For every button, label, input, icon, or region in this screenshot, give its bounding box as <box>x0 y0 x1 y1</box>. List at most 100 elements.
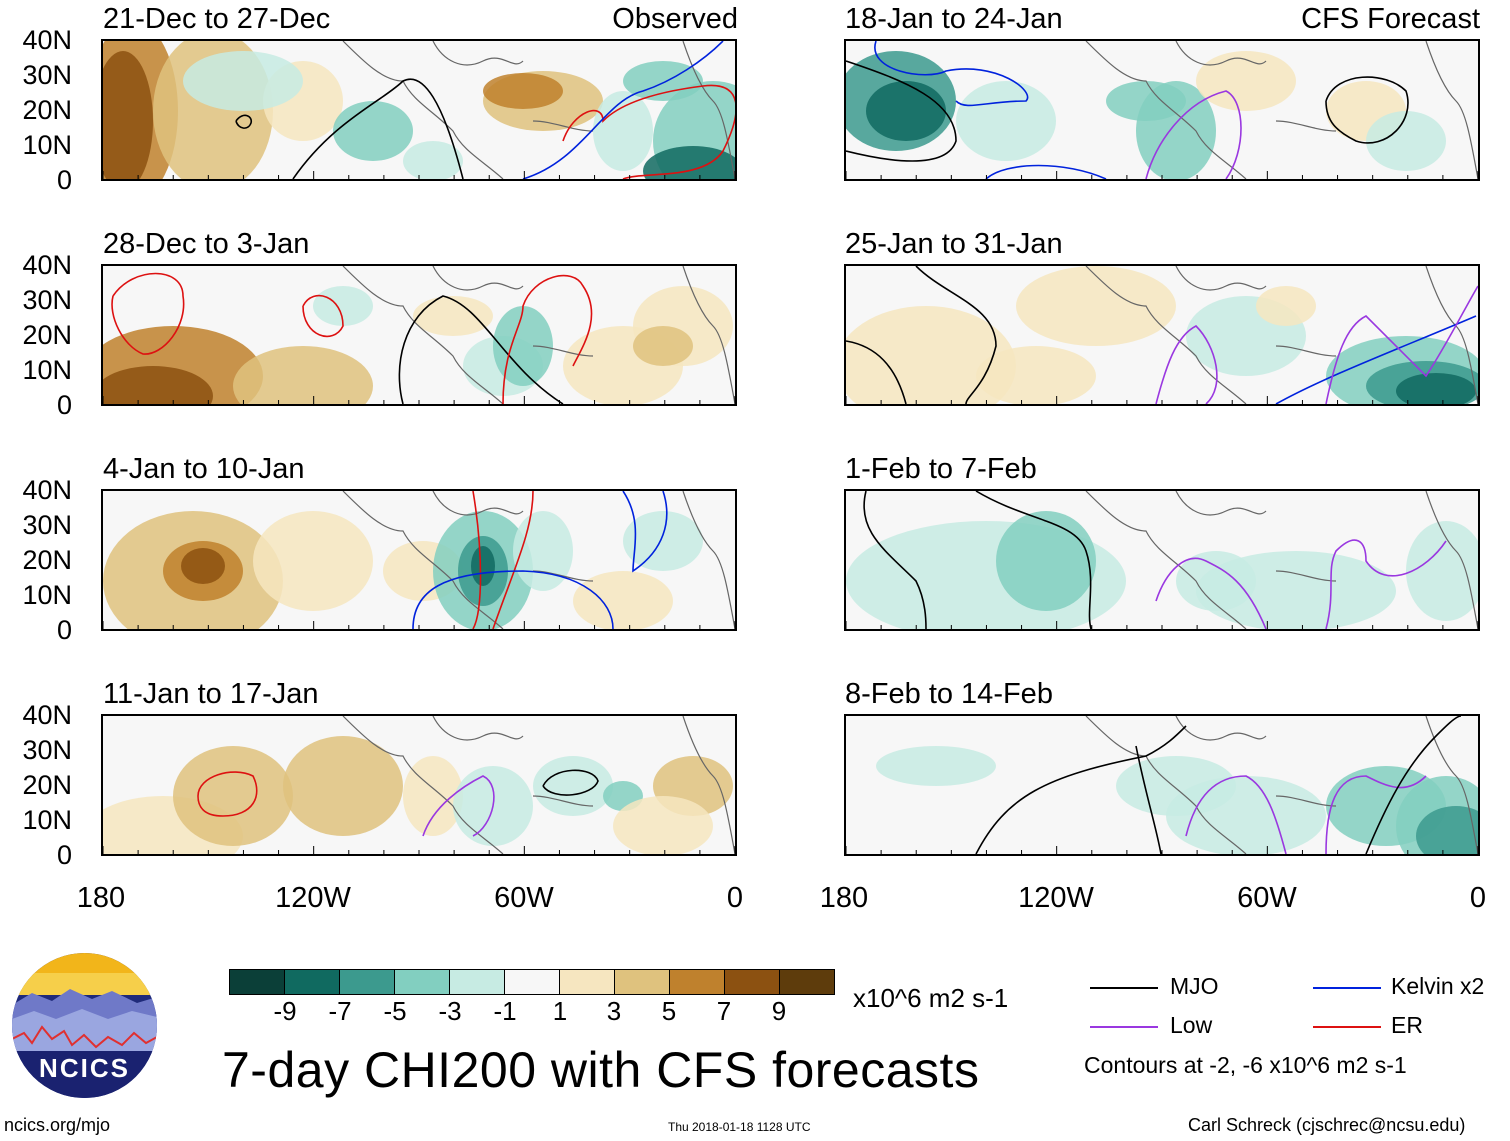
colorbar-tick: -1 <box>493 996 517 1026</box>
footer-timestamp: Thu 2018-01-18 1128 UTC <box>668 1120 811 1134</box>
legend-line-low <box>1090 1026 1158 1028</box>
map-plot <box>846 716 1478 854</box>
contour-mjo <box>1365 716 1462 854</box>
y-tick-label: 30N <box>22 285 72 315</box>
y-tick-label: 20N <box>22 95 72 125</box>
anomaly-blob <box>593 91 653 171</box>
anomaly-blob <box>573 571 673 629</box>
anomaly-blob <box>173 746 293 846</box>
contour-er <box>302 294 344 338</box>
contour-er <box>492 491 534 629</box>
panel-title: 11-Jan to 17-Jan <box>103 678 319 710</box>
colorbar-swatch <box>560 970 615 994</box>
panel-title: 25-Jan to 31-Jan <box>845 228 1063 260</box>
contour-low <box>1325 285 1478 404</box>
map-plot <box>846 491 1478 629</box>
colorbar-swatch <box>230 970 285 994</box>
contour-mjo <box>846 60 957 162</box>
y-tick-label: 40N <box>22 700 72 730</box>
coastline <box>1085 716 1478 854</box>
y-tick-label: 20N <box>22 545 72 575</box>
footer-author: Carl Schreck (cjschrec@ncsu.edu) <box>1188 1115 1466 1135</box>
y-tick-label: 10N <box>22 580 72 610</box>
coastline <box>342 266 735 404</box>
y-tick-label: 30N <box>22 510 72 540</box>
cfs-forecast-label: CFS Forecast <box>1301 3 1480 35</box>
anomaly-blob <box>483 73 563 109</box>
observed-label: Observed <box>612 3 738 35</box>
contour-low <box>1155 557 1267 629</box>
map-panel-obs-3 <box>101 489 737 631</box>
legend-line-kelvin <box>1313 987 1381 989</box>
x-tick-label: 180 <box>76 882 126 914</box>
colorbar <box>229 969 835 995</box>
x-tick-label: 120W <box>275 882 351 914</box>
panel-title: 18-Jan to 24-Jan <box>845 3 1063 35</box>
anomaly-blob <box>643 146 735 179</box>
anomaly-blob <box>183 51 303 111</box>
ncics-logo: NCICS <box>12 953 157 1098</box>
colorbar-tick: 3 <box>606 996 622 1026</box>
x-tick-label: 60W <box>494 882 554 914</box>
colorbar-tick: 7 <box>716 996 732 1026</box>
anomaly-blob <box>976 346 1096 404</box>
anomaly-blob <box>181 548 225 584</box>
contour-low <box>1325 775 1427 854</box>
anomaly-blob <box>471 546 495 586</box>
y-tick-label: 20N <box>22 770 72 800</box>
legend-line-mjo <box>1090 987 1158 989</box>
x-tick-label: 120W <box>1018 882 1094 914</box>
contour-mjo <box>292 78 464 179</box>
coastline <box>342 716 735 854</box>
contour-mjo <box>975 725 1187 854</box>
panel-title: 4-Jan to 10-Jan <box>103 453 305 485</box>
panel-title: 28-Dec to 3-Jan <box>103 228 310 260</box>
contour-low <box>1155 325 1218 404</box>
map-plot <box>103 41 735 179</box>
map-plot <box>103 266 735 404</box>
contour-mjo <box>975 491 1092 629</box>
anomaly-blob <box>313 286 373 326</box>
anomaly-blob <box>1396 373 1476 404</box>
anomaly-blob <box>333 101 413 161</box>
contour-mjo <box>542 769 599 796</box>
legend-label: Kelvin x2 <box>1391 973 1485 999</box>
contour-kelvinx <box>622 491 668 573</box>
colorbar-swatch <box>340 970 395 994</box>
anomaly-blob <box>866 81 946 141</box>
panel-title: 8-Feb to 14-Feb <box>845 678 1053 710</box>
anomaly-blob <box>1196 51 1296 111</box>
y-tick-label: 40N <box>22 25 72 55</box>
contour-mjo <box>398 295 564 404</box>
contour-note: Contours at -2, -6 x10^6 m2 s-1 <box>1084 1052 1407 1078</box>
panel-title: 21-Dec to 27-Dec <box>103 3 331 35</box>
contour-low <box>1185 775 1287 854</box>
contour-kelvinx <box>412 570 614 629</box>
map-plot <box>846 41 1478 179</box>
anomaly-blob <box>956 81 1056 161</box>
anomaly-blob <box>403 756 463 836</box>
legend-label: MJO <box>1170 973 1219 999</box>
anomaly-blob <box>1016 266 1176 346</box>
contour-mjo <box>915 266 997 404</box>
contour-mjo <box>863 491 927 629</box>
contour-er <box>562 84 735 179</box>
anomaly-blob <box>1166 776 1326 854</box>
contour-low <box>422 775 495 837</box>
colorbar-swatch <box>670 970 725 994</box>
y-tick-label: 10N <box>22 355 72 385</box>
x-tick-label: 60W <box>1237 882 1297 914</box>
colorbar-tick: 9 <box>771 996 787 1026</box>
colorbar-tick: -3 <box>438 996 462 1026</box>
colorbar-swatch <box>285 970 340 994</box>
y-tick-label: 0 <box>56 390 72 420</box>
anomaly-blob <box>253 511 373 611</box>
anomaly-blob <box>1256 286 1316 326</box>
x-tick-label: 180 <box>819 882 869 914</box>
y-tick-label: 10N <box>22 130 72 160</box>
y-tick-label: 20N <box>22 320 72 350</box>
map-plot <box>103 716 735 854</box>
anomaly-blob <box>403 141 463 179</box>
coastline <box>342 491 735 629</box>
colorbar-swatch <box>615 970 670 994</box>
